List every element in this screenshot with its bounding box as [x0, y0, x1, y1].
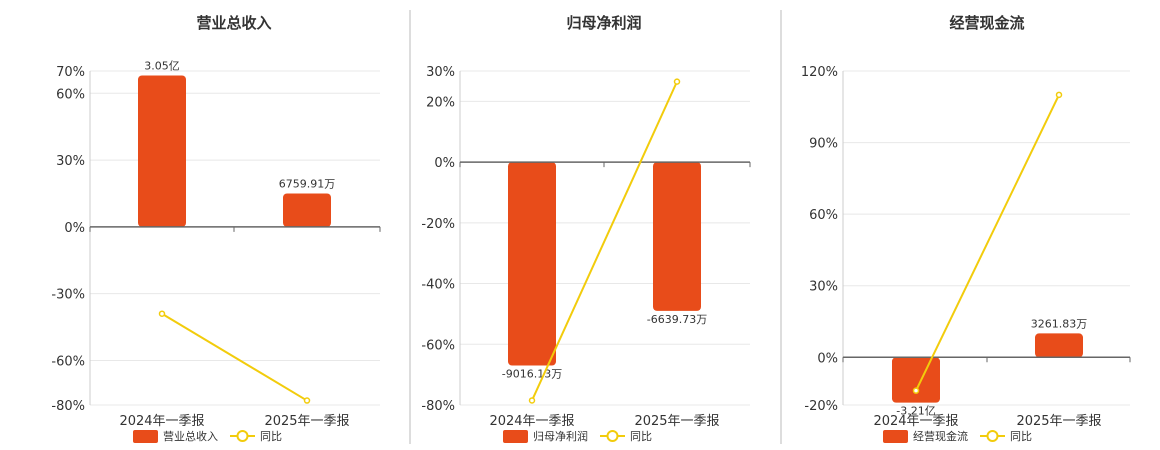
x-category-label: 2025年一季报 [634, 414, 719, 429]
y-tick-label: 60% [809, 208, 838, 223]
x-category-label: 2025年一季报 [264, 414, 349, 429]
yoy-point [912, 387, 920, 394]
y-tick-label: -40% [421, 278, 455, 293]
chart-title: 营业总收入 [196, 14, 271, 32]
legend-label-bar: 营业总收入 [163, 429, 218, 443]
legend-swatch-marker [606, 430, 619, 442]
bar [892, 357, 940, 403]
x-category-label: 2024年一季报 [119, 414, 204, 429]
x-category-label: 2024年一季报 [489, 414, 574, 429]
y-tick-label: 70% [56, 65, 85, 80]
bar [283, 193, 331, 227]
y-tick-label: -60% [51, 354, 85, 369]
y-tick-label: 120% [801, 65, 838, 80]
yoy-point [1055, 91, 1063, 99]
y-tick-label: -20% [804, 399, 838, 414]
yoy-line [915, 94, 1060, 392]
bar-data-label: -6639.73万 [647, 313, 707, 326]
bar-data-label: 3261.83万 [1031, 317, 1088, 330]
y-tick-label: 0% [434, 156, 455, 171]
y-tick-label: 30% [809, 280, 838, 295]
legend-label-bar: 经营现金流 [913, 429, 968, 443]
chart-title: 归母净利润 [566, 14, 641, 32]
y-tick-label: 60% [56, 87, 85, 102]
legend-label-line: 同比 [1010, 430, 1032, 443]
yoy-point [673, 78, 681, 85]
bar-data-label: -3.21亿 [896, 405, 935, 418]
legend-swatch-bar [883, 430, 908, 443]
bar [508, 162, 556, 366]
y-tick-label: 30% [56, 154, 85, 169]
chart-title: 经营现金流 [949, 14, 1024, 32]
y-tick-label: -80% [421, 399, 455, 414]
y-tick-label: 20% [426, 95, 455, 110]
yoy-point [528, 397, 536, 404]
y-tick-label: -80% [51, 399, 85, 414]
legend-swatch-marker [236, 430, 249, 442]
bar [138, 75, 186, 227]
bar [1035, 333, 1083, 358]
yoy-point [158, 310, 166, 317]
y-tick-label: 0% [64, 221, 85, 236]
legend-swatch-bar [503, 430, 528, 443]
x-category-label: 2025年一季报 [1016, 414, 1101, 429]
y-tick-label: -20% [421, 217, 455, 232]
y-tick-label: 0% [817, 351, 838, 366]
yoy-line [161, 312, 308, 402]
yoy-point [303, 397, 311, 404]
legend-swatch-bar [133, 430, 158, 443]
legend-label-bar: 归母净利润 [533, 429, 588, 443]
y-tick-label: 30% [426, 65, 455, 80]
y-tick-label: -30% [51, 288, 85, 303]
legend-label-line: 同比 [630, 430, 652, 443]
x-category-label: 2024年一季报 [873, 414, 958, 429]
bar-data-label: 3.05亿 [144, 59, 180, 72]
bar [653, 162, 701, 311]
y-tick-label: 90% [809, 137, 838, 152]
legend-swatch-marker [986, 430, 999, 442]
yoy-line [531, 81, 678, 401]
bar-data-label: 6759.91万 [279, 177, 336, 190]
legend-label-line: 同比 [260, 430, 282, 443]
y-tick-label: -60% [421, 338, 455, 353]
bar-data-label: -9016.13万 [502, 368, 562, 381]
